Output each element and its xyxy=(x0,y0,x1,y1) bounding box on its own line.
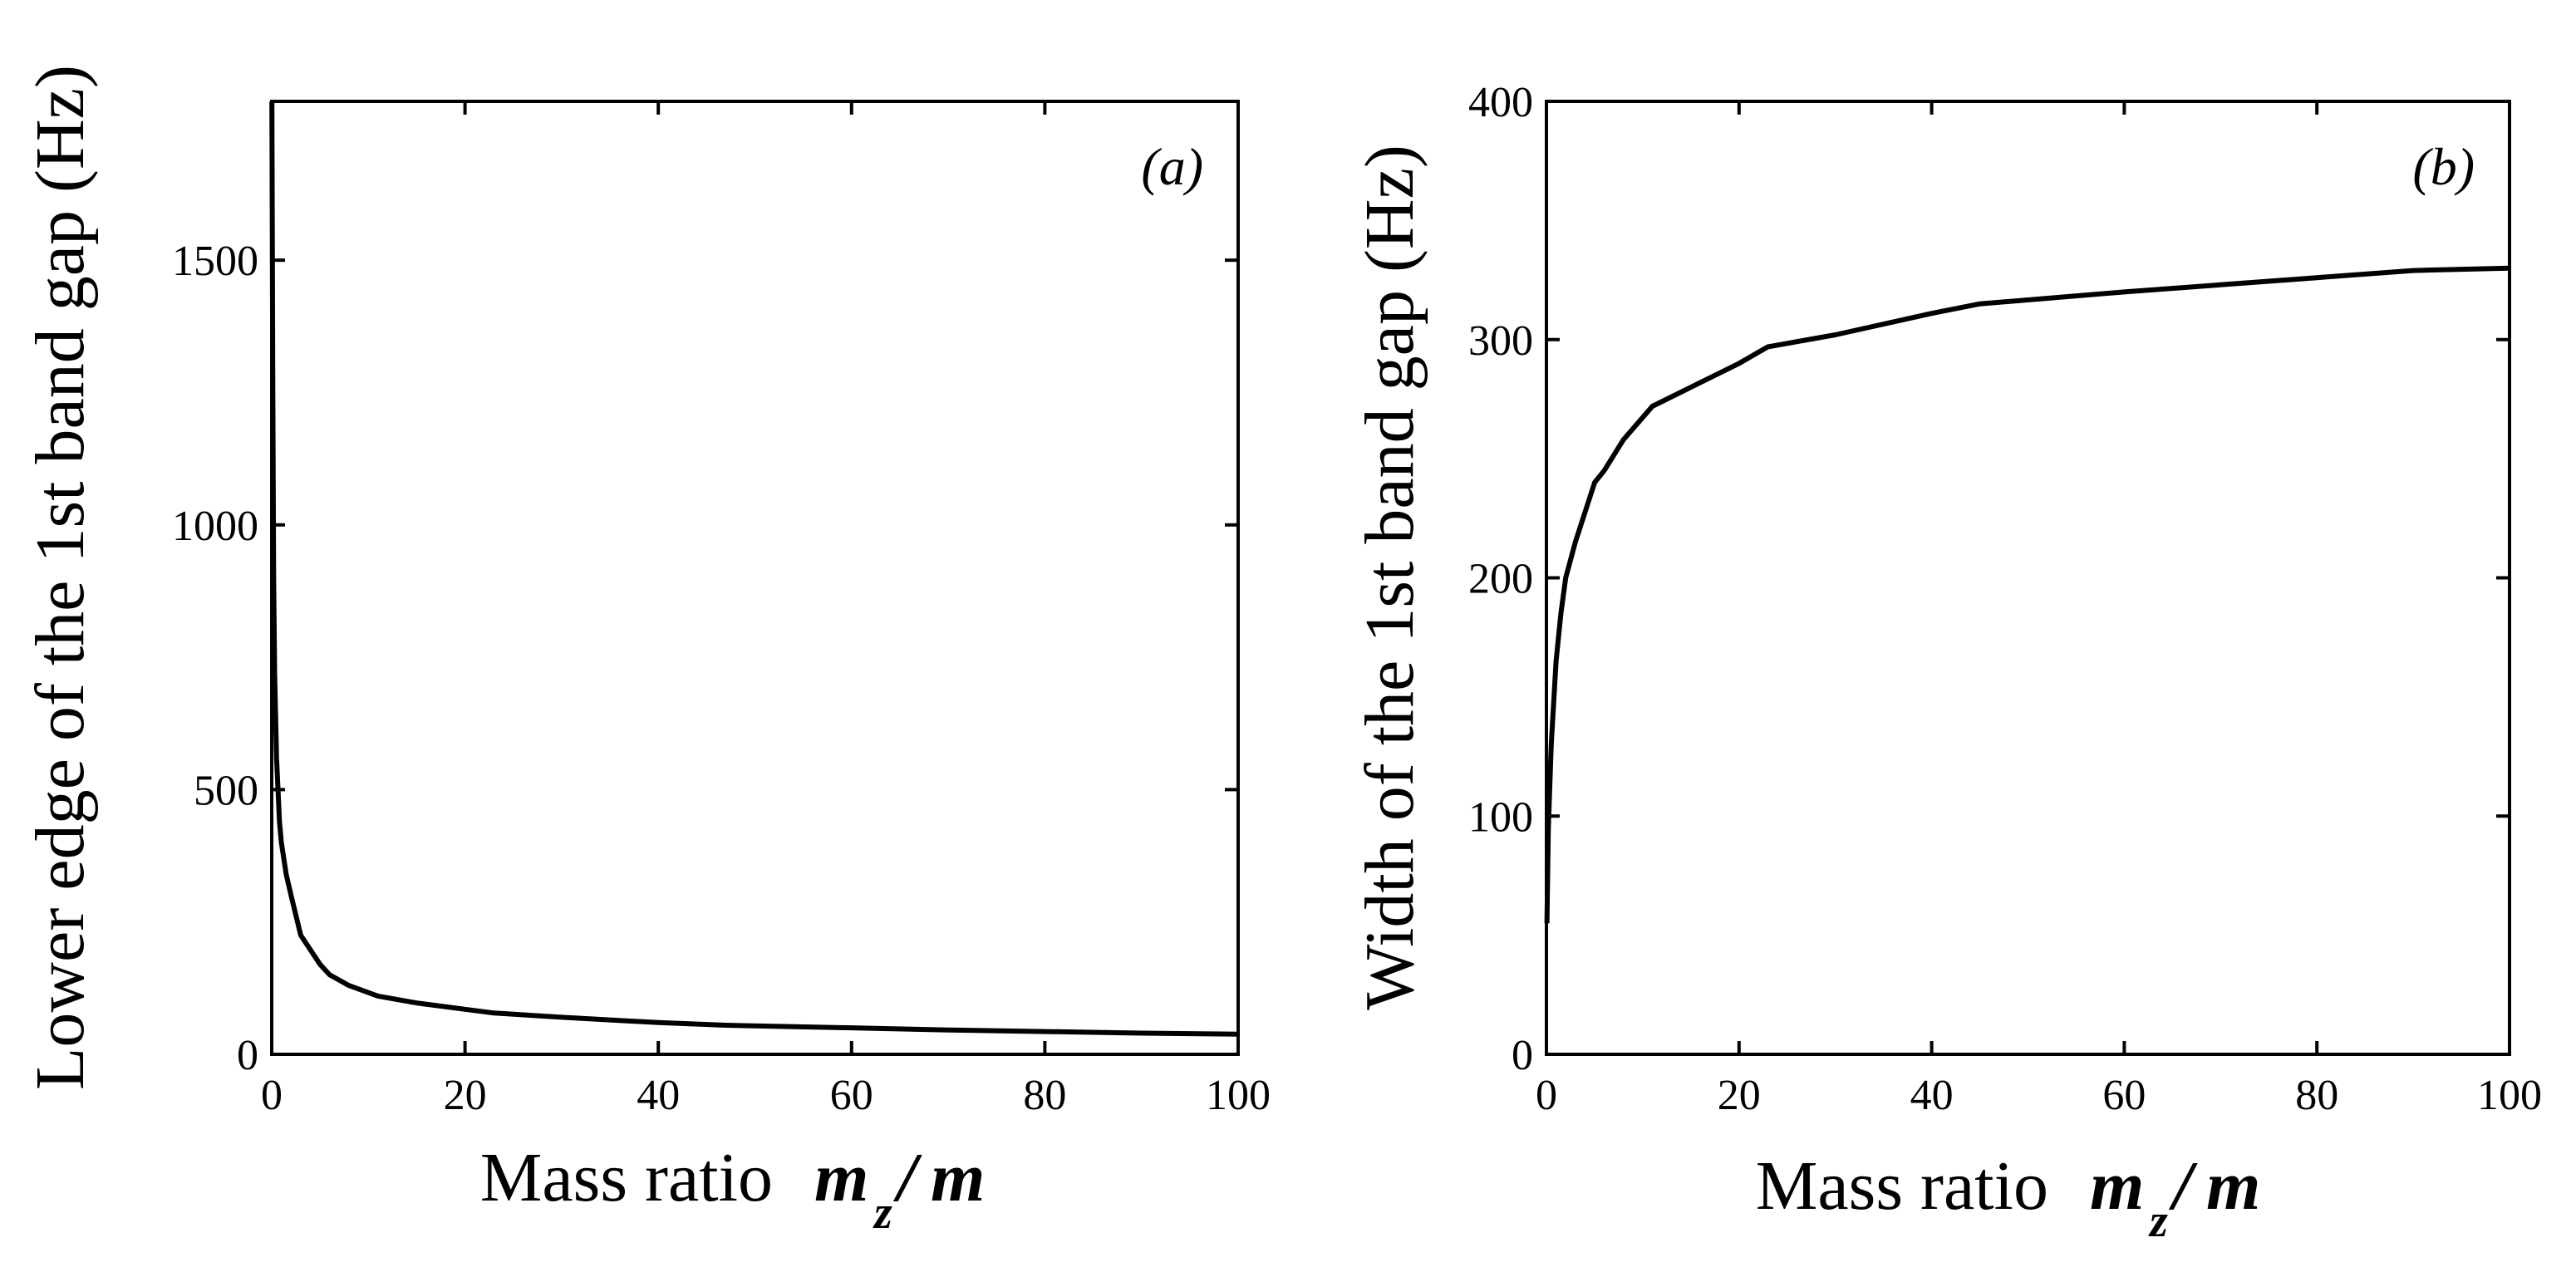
panel-a-plot-frame xyxy=(270,100,1240,1056)
panel-a-x-tick-label-3: 60 xyxy=(830,1072,873,1119)
panel-b-x-tick-label-4: 80 xyxy=(2295,1072,2338,1119)
panel-a-series-line xyxy=(269,101,1239,1037)
panel-b-x-tick-label-2: 40 xyxy=(1910,1072,1954,1119)
panel-b-plot-frame xyxy=(1545,100,2511,1056)
panel-b-label: (b) xyxy=(2412,137,2475,196)
panel-a-ticks xyxy=(270,101,1240,1056)
panel-b-y-tick-label-1: 100 xyxy=(1468,793,1533,841)
panel-a-y-tick-label-2: 1000 xyxy=(172,503,258,550)
panel-b-x-tick-label-0: 0 xyxy=(1536,1072,1557,1119)
panel-b-y-tick-label-0: 0 xyxy=(1512,1032,1533,1079)
panel-a-x-axis-label-math-den: m xyxy=(931,1139,985,1216)
panel-a-x-axis-label: Mass ratio m z / m xyxy=(480,1139,986,1239)
panel-b-x-axis-label-math-den: m xyxy=(2206,1147,2260,1225)
panel-b-x-axis-label: Mass ratio m z / m xyxy=(1756,1147,2261,1247)
panel-b-y-tick-label-2: 200 xyxy=(1468,556,1533,603)
panel-b-y-tick-label-3: 300 xyxy=(1468,317,1533,365)
panel-b-tick-labels: 0 20 40 60 80 100 0 100 200 300 400 xyxy=(1468,79,2542,1119)
panel-a-x-tick-label-5: 100 xyxy=(1206,1072,1271,1119)
panel-b-x-axis-label-text: Mass ratio xyxy=(1756,1147,2048,1225)
panel-a-y-tick-label-0: 0 xyxy=(237,1032,258,1079)
panel-a-y-axis-label: Lower edge of the 1st band gap (Hz) xyxy=(22,65,99,1090)
panel-a-x-tick-label-1: 20 xyxy=(444,1072,487,1119)
panel-b-x-tick-label-1: 20 xyxy=(1718,1072,1761,1119)
panel-b-x-axis-label-math-m: m xyxy=(2090,1147,2144,1225)
panel-b-x-tick-label-5: 100 xyxy=(2477,1072,2542,1119)
panel-a-x-axis-label-math-sub: z xyxy=(873,1187,892,1239)
panel-a-y-tick-label-3: 1500 xyxy=(172,238,258,285)
panel-a-y-tick-label-1: 500 xyxy=(194,767,258,814)
panel-b-x-tick-label-3: 60 xyxy=(2102,1072,2146,1119)
panel-a-x-tick-label-2: 40 xyxy=(637,1072,680,1119)
panel-a-label: (a) xyxy=(1141,137,1203,196)
panel-b: 0 20 40 60 80 100 0 100 200 300 400 (b) Width of t… xyxy=(1351,79,2542,1247)
panel-a-x-axis-label-math-m: m xyxy=(814,1139,868,1216)
panel-b-x-axis-label-math-sub: z xyxy=(2148,1196,2168,1247)
panel-a-x-tick-label-4: 80 xyxy=(1023,1072,1066,1119)
panel-a-x-axis-label-math-slash: / xyxy=(892,1139,922,1216)
panel-a-x-tick-label-0: 0 xyxy=(261,1072,283,1119)
panel-b-series-line xyxy=(1544,265,2510,924)
panel-b-x-axis-label-math-slash: / xyxy=(2168,1147,2198,1225)
panel-b-y-axis-label: Width of the 1st band gap (Hz) xyxy=(1351,145,1428,1010)
panel-b-y-tick-label-4: 400 xyxy=(1468,79,1533,126)
panel-b-ticks xyxy=(1545,100,2511,1056)
panel-a-x-axis-label-text: Mass ratio xyxy=(480,1139,773,1216)
